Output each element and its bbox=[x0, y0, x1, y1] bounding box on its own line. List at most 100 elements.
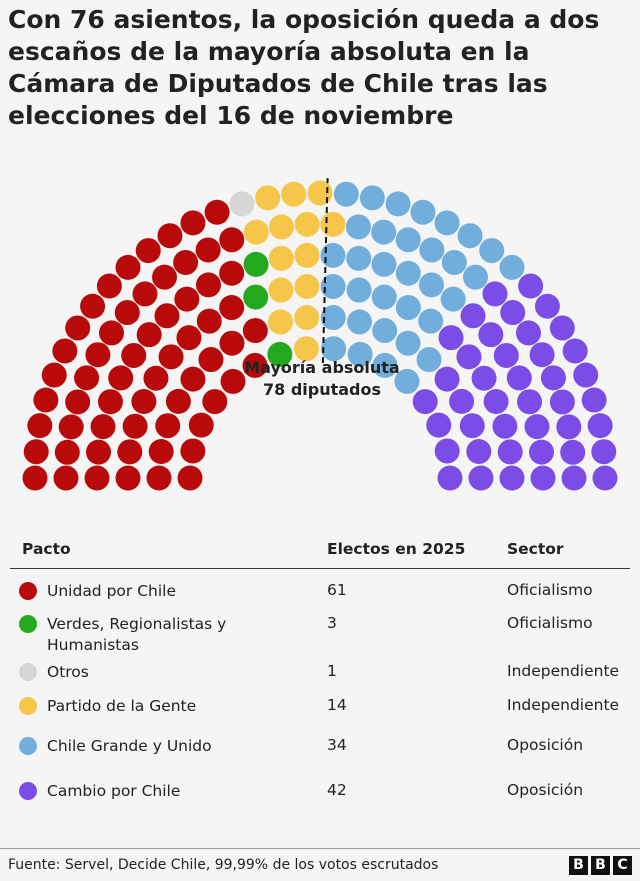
seat bbox=[255, 185, 281, 211]
seat bbox=[220, 368, 246, 394]
party-name: Partido de la Gente bbox=[47, 697, 197, 715]
seat bbox=[33, 387, 59, 413]
seat bbox=[434, 366, 460, 392]
seat bbox=[196, 272, 221, 298]
seat bbox=[165, 388, 191, 414]
seat bbox=[479, 238, 505, 264]
seat bbox=[148, 439, 174, 465]
sector: Oposición bbox=[507, 781, 584, 799]
sector: Oficialismo bbox=[507, 581, 593, 599]
seat-count: 61 bbox=[327, 581, 347, 599]
seat bbox=[180, 438, 206, 464]
seat bbox=[385, 191, 411, 217]
seat bbox=[58, 414, 84, 440]
seat bbox=[267, 341, 293, 367]
logo-letter: B bbox=[569, 856, 588, 875]
seat bbox=[293, 336, 319, 362]
logo-letter: C bbox=[613, 856, 632, 875]
seat bbox=[54, 439, 80, 465]
seat bbox=[410, 199, 436, 225]
seat bbox=[320, 242, 346, 268]
seat bbox=[416, 347, 442, 373]
seat bbox=[180, 210, 206, 236]
seat bbox=[135, 238, 161, 264]
seat bbox=[497, 439, 523, 465]
seat bbox=[345, 214, 371, 240]
seat bbox=[471, 365, 497, 391]
seat bbox=[86, 439, 112, 465]
seat bbox=[549, 389, 575, 415]
seat-count: 3 bbox=[327, 614, 337, 632]
seat bbox=[372, 352, 398, 378]
seat bbox=[146, 465, 172, 491]
seat bbox=[52, 338, 78, 364]
seat bbox=[53, 465, 79, 491]
seat bbox=[154, 303, 180, 329]
seat bbox=[587, 413, 613, 439]
source: Fuente: Servel, Decide Chile, 99,99% de … bbox=[8, 857, 439, 873]
table-row: Chile Grande y Unido 34 Oposición bbox=[10, 736, 630, 781]
seat bbox=[478, 322, 504, 348]
seat bbox=[242, 318, 268, 344]
seat bbox=[395, 227, 421, 253]
seat bbox=[136, 322, 162, 348]
seat bbox=[294, 305, 320, 331]
seat bbox=[419, 272, 444, 298]
seat bbox=[85, 342, 111, 368]
seat bbox=[466, 439, 492, 465]
seat bbox=[242, 352, 268, 378]
seat bbox=[371, 251, 397, 277]
table-row: Unidad por Chile 61 Oficialismo bbox=[10, 581, 630, 614]
seat bbox=[395, 295, 421, 321]
table-row: Verdes, Regionalistas y Humanistas 3 Ofici… bbox=[10, 614, 630, 662]
sector: Oficialismo bbox=[507, 614, 593, 632]
title: Con 76 asientos, la oposición queda a do… bbox=[8, 5, 600, 130]
seat bbox=[506, 365, 532, 391]
seat bbox=[320, 305, 346, 331]
sector: Independiente bbox=[507, 662, 620, 680]
seat bbox=[320, 211, 346, 237]
seat bbox=[457, 223, 483, 249]
table-row: Cambio por Chile 42 Oposición bbox=[10, 781, 630, 821]
party-name: Otros bbox=[47, 663, 89, 681]
seat-count: 42 bbox=[327, 781, 347, 799]
logo: B B C bbox=[569, 856, 632, 875]
seat bbox=[157, 223, 183, 249]
seat bbox=[540, 365, 566, 391]
party-name: Cambio por Chile bbox=[47, 782, 181, 800]
seat bbox=[243, 219, 269, 245]
seat bbox=[395, 260, 421, 286]
seat bbox=[268, 245, 294, 271]
seat bbox=[80, 293, 106, 319]
seat bbox=[219, 295, 245, 321]
seat bbox=[202, 389, 228, 415]
legend-swatch bbox=[19, 663, 37, 681]
seat bbox=[173, 249, 199, 275]
seat bbox=[281, 181, 307, 207]
seat bbox=[395, 330, 421, 356]
seat bbox=[90, 414, 116, 440]
seat bbox=[346, 277, 372, 303]
seat bbox=[434, 438, 460, 464]
parliament-chart: Mayoría absoluta 78 diputados bbox=[22, 178, 618, 491]
seat bbox=[419, 237, 445, 263]
seat bbox=[41, 362, 67, 388]
seat bbox=[560, 439, 586, 465]
seat bbox=[418, 308, 444, 334]
seat bbox=[518, 273, 544, 299]
seat bbox=[459, 413, 485, 439]
seat bbox=[188, 412, 214, 438]
seat bbox=[22, 465, 48, 491]
seat bbox=[412, 389, 438, 415]
party-name: Unidad por Chile bbox=[47, 582, 176, 600]
seat bbox=[27, 413, 53, 439]
seat bbox=[198, 347, 224, 373]
seat bbox=[108, 365, 134, 391]
seat bbox=[180, 366, 206, 392]
party-name: Verdes, Regionalistas y Humanistas bbox=[47, 615, 227, 654]
seat-count: 1 bbox=[327, 662, 337, 680]
seat bbox=[530, 465, 556, 491]
seat bbox=[219, 260, 245, 286]
seat bbox=[96, 273, 122, 299]
